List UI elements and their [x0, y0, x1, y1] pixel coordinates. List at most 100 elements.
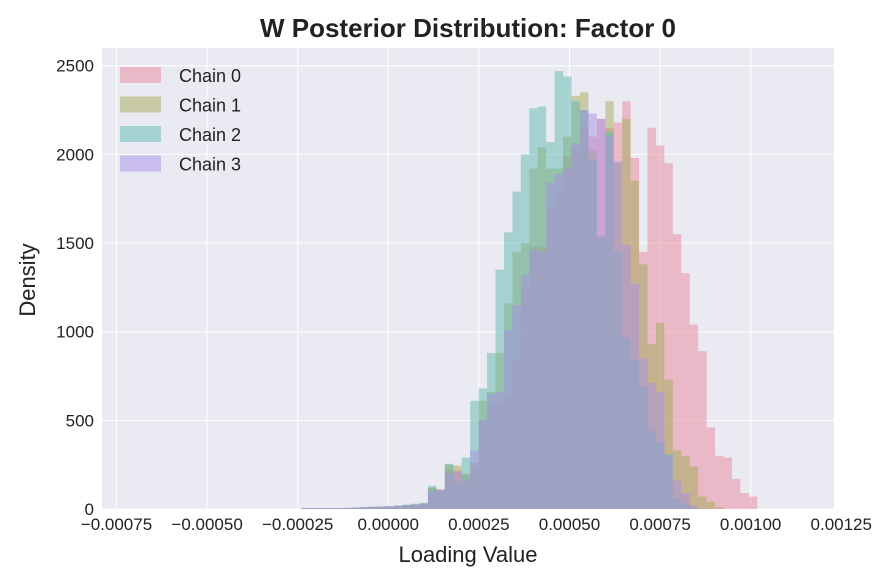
legend-swatch: [120, 96, 161, 113]
histogram-bar: [715, 507, 724, 509]
histogram-bars: [301, 71, 758, 510]
histogram-bar: [647, 127, 656, 510]
legend-swatch: [120, 67, 161, 83]
histogram-bar: [579, 110, 589, 510]
histogram-bar: [503, 329, 513, 509]
histogram-bar: [377, 506, 386, 509]
histogram-bar: [698, 351, 707, 509]
histogram-bar: [672, 234, 682, 509]
x-axis-ticks: −0.00075 −0.00050 −0.00025 0.00000 0.00025 0.…: [81, 515, 872, 534]
histogram-bar: [470, 450, 479, 509]
histogram-bar: [689, 324, 699, 509]
histogram-bar: [681, 455, 690, 509]
histogram-bar: [360, 507, 369, 509]
y-tick-label: 2000: [56, 145, 94, 164]
histogram-bar: [723, 457, 732, 509]
histogram-bar: [571, 143, 580, 509]
legend-label: Chain 0: [179, 66, 241, 86]
histogram-bar: [461, 480, 471, 509]
legend-item-chain-0: Chain 0: [120, 66, 241, 86]
y-tick-label: 2500: [56, 57, 94, 76]
histogram-bar: [563, 168, 572, 510]
x-tick-label: −0.00025: [262, 515, 333, 534]
histogram-bar: [402, 505, 412, 509]
histogram-bar: [301, 508, 310, 509]
legend-item-chain-1: Chain 1: [120, 96, 241, 116]
histogram-bar: [689, 505, 699, 509]
histogram-bar: [326, 508, 336, 509]
x-tick-label: 0.00050: [539, 515, 600, 534]
x-tick-label: −0.00050: [171, 515, 242, 534]
x-tick-label: 0.00075: [629, 515, 690, 534]
legend-label: Chain 1: [179, 96, 241, 116]
histogram-bar: [622, 244, 631, 510]
histogram-bar: [436, 489, 445, 509]
x-tick-label: 0.00025: [448, 515, 509, 534]
x-axis-label: Loading Value: [398, 542, 537, 567]
histogram-bar: [664, 455, 673, 509]
histogram-bar: [639, 358, 648, 509]
histogram-bar: [647, 383, 656, 509]
histogram-bar: [613, 161, 623, 509]
histogram-bar: [588, 113, 597, 509]
histogram-bar: [394, 505, 403, 509]
histogram-bar: [495, 391, 504, 509]
y-axis-ticks: 0 500 1000 1500 2000 2500: [56, 57, 94, 519]
histogram-bar: [664, 379, 673, 509]
histogram-bar: [419, 503, 428, 509]
x-tick-label: 0.00100: [720, 515, 781, 534]
y-tick-label: 0: [85, 500, 94, 519]
histogram-bar: [605, 136, 614, 509]
histogram-bar: [343, 507, 352, 509]
legend-swatch: [120, 155, 161, 172]
legend-item-chain-2: Chain 2: [120, 125, 241, 145]
histogram-bar: [385, 506, 395, 509]
histogram-bar: [672, 480, 682, 509]
chart-title: W Posterior Distribution: Factor 0: [260, 13, 676, 43]
histogram-bar: [546, 182, 555, 509]
histogram-bar: [681, 493, 690, 509]
histogram-bar: [478, 420, 488, 509]
histogram-bar: [655, 391, 665, 509]
histogram-bar: [495, 269, 504, 509]
histogram-bar: [487, 393, 496, 509]
histogram-bar: [529, 250, 538, 509]
histogram-bar: [596, 118, 606, 509]
histogram-bar: [681, 273, 690, 509]
histogram-bar: [664, 163, 673, 509]
histogram-bar: [512, 305, 521, 509]
histogram-bar: [630, 283, 640, 509]
y-tick-label: 500: [66, 411, 94, 430]
x-tick-label: −0.00075: [81, 515, 152, 534]
histogram-bar: [537, 251, 547, 509]
series-3-bars: [301, 110, 699, 510]
histogram-bar: [520, 274, 530, 509]
legend: Chain 0 Chain 1 Chain 2 Chain 3: [120, 66, 241, 175]
histogram-bar: [715, 455, 724, 509]
x-tick-label: 0.00125: [811, 515, 872, 534]
histogram-bar: [444, 473, 454, 509]
histogram-bar: [554, 173, 564, 509]
legend-item-chain-3: Chain 3: [120, 155, 241, 175]
histogram-bar: [706, 501, 716, 509]
legend-label: Chain 2: [179, 125, 241, 145]
legend-label: Chain 3: [179, 155, 241, 175]
y-tick-label: 1000: [56, 323, 94, 342]
histogram-bar: [368, 506, 378, 509]
histogram-bar: [748, 496, 758, 509]
histogram-bar: [731, 478, 741, 509]
histogram-bar: [740, 493, 749, 509]
histogram-bar: [698, 496, 707, 509]
legend-swatch: [120, 126, 161, 142]
histogram-bar: [351, 507, 361, 509]
plot-background: [102, 48, 834, 509]
y-tick-label: 1500: [56, 234, 94, 253]
histogram-bar: [453, 471, 462, 509]
histogram-bar: [689, 466, 699, 509]
y-axis-label: Density: [15, 243, 40, 316]
histogram-bar: [427, 491, 437, 509]
histogram-bar: [411, 504, 420, 509]
histogram-bar: [318, 508, 327, 509]
histogram-bar: [672, 450, 682, 509]
